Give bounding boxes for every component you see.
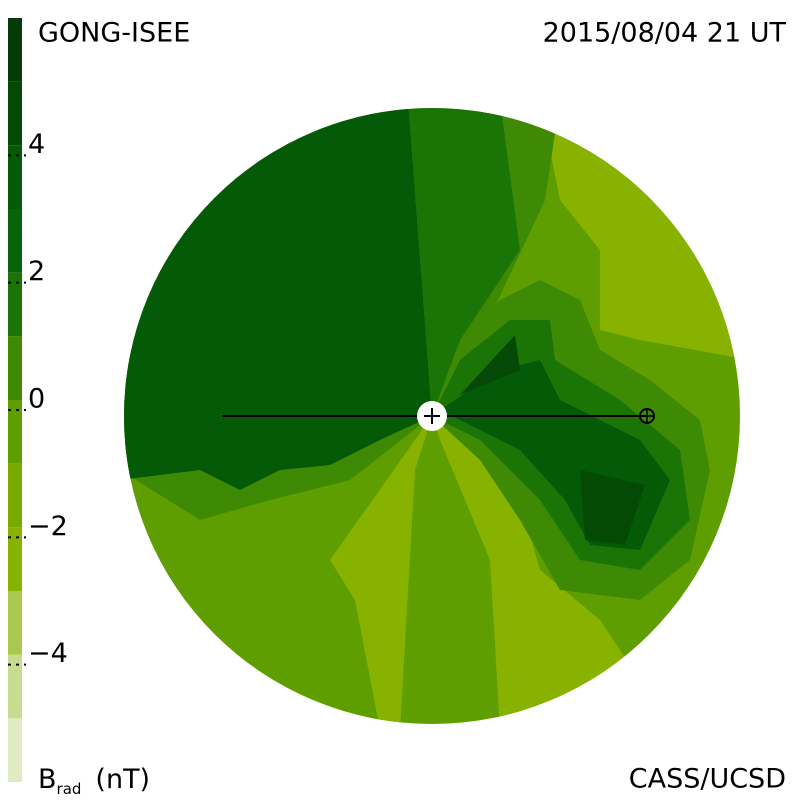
colorbar-tick-label: 2: [28, 256, 45, 287]
colorbar-tick-label: 0: [28, 384, 45, 415]
colorbar-band: [8, 463, 22, 528]
colorbar-band: [8, 81, 22, 146]
colorbar-label: Brad (nT): [38, 764, 150, 798]
region: [580, 470, 645, 545]
colorbar-tick-label: −4: [28, 638, 68, 669]
colorbar-band: [8, 272, 22, 337]
colorbar-band: [8, 591, 22, 655]
colorbar-label-main: B: [38, 764, 57, 795]
region: [408, 108, 520, 416]
colorbar-band: [8, 718, 22, 782]
colorbar-label-sub: rad: [57, 780, 82, 798]
chart-subtitle: 2015/08/04 21 UT: [543, 18, 787, 49]
colorbar-tick-label: 4: [28, 129, 45, 160]
credit: CASS/UCSD: [629, 764, 786, 795]
region: [124, 108, 432, 490]
colorbar-band: [8, 527, 22, 591]
chart-title: GONG-ISEE: [38, 18, 190, 49]
region: [432, 416, 640, 724]
colorbar-band: [8, 336, 22, 400]
earth-cross: [640, 409, 654, 423]
colorbar-band: [8, 400, 22, 464]
colorbar-unit: (nT): [95, 764, 150, 795]
colorbar-band: [8, 209, 22, 273]
colorbar-tick-label: −2: [28, 511, 68, 542]
region: [460, 335, 520, 395]
colorbar-band: [8, 654, 22, 719]
region: [330, 416, 432, 724]
colorbar-band: [8, 145, 22, 209]
colorbar-band: [8, 18, 22, 82]
sun-cross: [424, 408, 440, 424]
